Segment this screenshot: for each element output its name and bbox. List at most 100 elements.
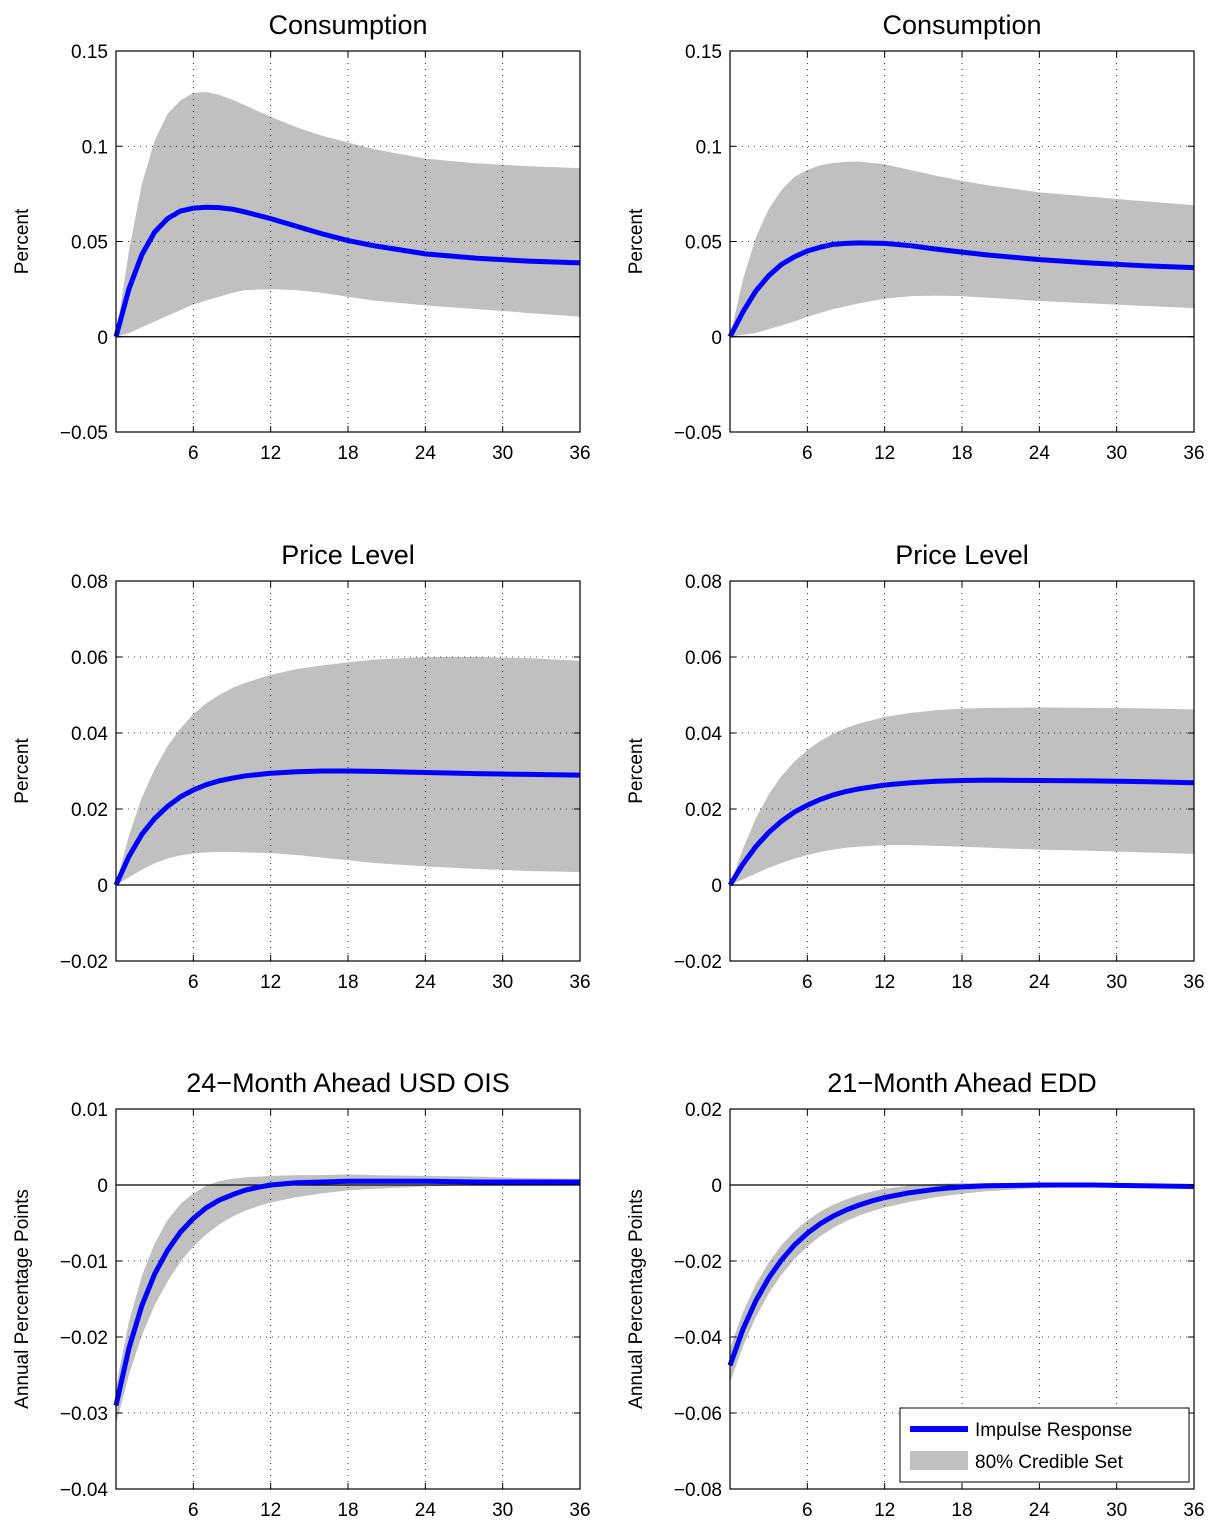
x-tick-label: 36 bbox=[1183, 443, 1204, 464]
x-tick-label: 12 bbox=[260, 1500, 281, 1521]
y-tick-label: 0.06 bbox=[71, 648, 108, 669]
y-tick-label: −0.02 bbox=[674, 952, 722, 973]
y-tick-label: −0.01 bbox=[60, 1252, 108, 1273]
y-tick-label: −0.05 bbox=[674, 423, 722, 444]
chart-panel-1: 6 12 18 24 30 36 −0.05 0 0.05 0.1 0.15 Consumption P… bbox=[12, 10, 591, 464]
x-tick-label: 30 bbox=[1106, 1500, 1127, 1521]
y-tick-label: 0.1 bbox=[82, 137, 108, 158]
x-tick-label: 18 bbox=[951, 1500, 972, 1521]
chart-title: Price Level bbox=[281, 540, 415, 570]
chart-panel-5: 6 12 18 24 30 36 −0.04 −0.03 −0.02 −0.01 0 0.01 24−M… bbox=[12, 1068, 591, 1521]
impulse-response-line bbox=[727, 240, 1195, 338]
y-tick-label: −0.04 bbox=[60, 1480, 109, 1501]
y-tick-label: 0 bbox=[97, 1176, 108, 1197]
x-tick-label: 6 bbox=[188, 972, 199, 993]
chart-title: 24−Month Ahead USD OIS bbox=[186, 1068, 509, 1098]
x-tick-label: 30 bbox=[492, 1500, 513, 1521]
chart-title: Price Level bbox=[895, 540, 1029, 570]
x-tick-label: 6 bbox=[802, 443, 813, 464]
x-tick-label: 24 bbox=[415, 443, 437, 464]
x-tick-label: 12 bbox=[260, 972, 281, 993]
x-tick-label: 24 bbox=[415, 1500, 437, 1521]
x-tick-label: 18 bbox=[337, 1500, 358, 1521]
x-tick-label: 30 bbox=[1106, 443, 1127, 464]
x-tick-label: 36 bbox=[569, 443, 590, 464]
x-tick-label: 12 bbox=[874, 1500, 895, 1521]
chart-title: Consumption bbox=[882, 10, 1041, 40]
impulse-response-line bbox=[113, 768, 581, 887]
y-tick-label: 0.08 bbox=[685, 572, 722, 593]
x-tick-label: 18 bbox=[337, 443, 358, 464]
y-tick-label: −0.02 bbox=[674, 1252, 722, 1273]
y-tick-label: 0.05 bbox=[71, 233, 108, 254]
y-tick-label: −0.04 bbox=[674, 1328, 723, 1349]
y-tick-label: 0 bbox=[97, 876, 108, 897]
credible-band bbox=[116, 91, 580, 337]
y-tick-label: 0.04 bbox=[685, 724, 722, 745]
x-tick-label: 30 bbox=[1106, 972, 1127, 993]
chart-title: Consumption bbox=[268, 10, 427, 40]
impulse-response-line bbox=[113, 204, 581, 338]
legend-band-swatch bbox=[910, 1451, 968, 1470]
y-axis-label: Percent bbox=[12, 208, 33, 274]
x-tick-label: 30 bbox=[492, 972, 513, 993]
y-axis-label: Annual Percentage Points bbox=[626, 1189, 647, 1409]
x-tick-label: 6 bbox=[802, 1500, 813, 1521]
chart-title: 21−Month Ahead EDD bbox=[827, 1068, 1096, 1098]
chart-panels: 6 12 18 24 30 36 −0.05 0 0.05 0.1 0.15 Consumption P… bbox=[12, 10, 1205, 1521]
x-tick-label: 6 bbox=[188, 1500, 199, 1521]
x-tick-label: 36 bbox=[1183, 1500, 1204, 1521]
x-tick-label: 12 bbox=[874, 443, 895, 464]
y-axis-label: Percent bbox=[626, 738, 647, 804]
y-tick-label: 0 bbox=[711, 1176, 722, 1197]
y-tick-label: −0.02 bbox=[60, 1328, 108, 1349]
x-tick-label: 18 bbox=[337, 972, 358, 993]
y-axis-label: Percent bbox=[12, 738, 33, 804]
y-tick-label: 0 bbox=[711, 328, 722, 349]
chart-panel-3: 6 12 18 24 30 36 −0.02 0 0.02 0.04 0.06 0.08 Price L… bbox=[12, 540, 591, 993]
y-axis-label: Percent bbox=[626, 208, 647, 274]
y-tick-label: 0.02 bbox=[685, 800, 722, 821]
x-tick-label: 24 bbox=[1029, 443, 1051, 464]
y-tick-label: −0.05 bbox=[60, 423, 108, 444]
impulse-response-line bbox=[727, 777, 1195, 887]
y-tick-label: −0.06 bbox=[674, 1404, 722, 1425]
x-tick-label: 12 bbox=[874, 972, 895, 993]
y-tick-label: 0.01 bbox=[71, 1100, 108, 1121]
y-tick-label: −0.08 bbox=[674, 1480, 722, 1501]
y-tick-label: 0.15 bbox=[685, 42, 722, 63]
y-tick-label: 0.02 bbox=[685, 1100, 722, 1121]
x-tick-label: 18 bbox=[951, 972, 972, 993]
y-tick-label: 0.05 bbox=[685, 233, 722, 254]
x-tick-label: 18 bbox=[951, 443, 972, 464]
x-tick-label: 24 bbox=[1029, 1500, 1051, 1521]
y-tick-label: 0.06 bbox=[685, 648, 722, 669]
y-tick-label: 0 bbox=[711, 876, 722, 897]
y-tick-label: −0.02 bbox=[60, 952, 108, 973]
x-tick-label: 36 bbox=[1183, 972, 1204, 993]
x-tick-label: 6 bbox=[802, 972, 813, 993]
y-tick-label: 0.08 bbox=[71, 572, 108, 593]
y-tick-label: 0 bbox=[97, 328, 108, 349]
impulse-response-line bbox=[727, 1182, 1195, 1367]
x-tick-label: 36 bbox=[569, 1500, 590, 1521]
x-tick-label: 24 bbox=[415, 972, 437, 993]
y-axis-label: Annual Percentage Points bbox=[12, 1189, 33, 1409]
x-tick-label: 24 bbox=[1029, 972, 1051, 993]
y-tick-label: 0.1 bbox=[696, 137, 722, 158]
y-tick-label: 0.15 bbox=[71, 42, 108, 63]
x-tick-label: 30 bbox=[492, 443, 513, 464]
y-tick-label: 0.02 bbox=[71, 800, 108, 821]
chart-panel-4: 6 12 18 24 30 36 −0.02 0 0.02 0.04 0.06 0.08 Price L… bbox=[626, 540, 1205, 993]
plot-area bbox=[116, 1109, 580, 1489]
legend: Impulse Response 80% Credible Set bbox=[899, 1407, 1190, 1483]
impulse-response-line bbox=[113, 1178, 580, 1406]
y-tick-label: 0.04 bbox=[71, 724, 108, 745]
chart-panel-2: 6 12 18 24 30 36 −0.05 0 0.05 0.1 0.15 Consumption P… bbox=[626, 10, 1205, 464]
legend-label-impulse-response: Impulse Response bbox=[975, 1420, 1132, 1441]
credible-band bbox=[730, 707, 1194, 885]
x-tick-label: 6 bbox=[188, 443, 199, 464]
x-tick-label: 36 bbox=[569, 972, 590, 993]
x-tick-label: 12 bbox=[260, 443, 281, 464]
